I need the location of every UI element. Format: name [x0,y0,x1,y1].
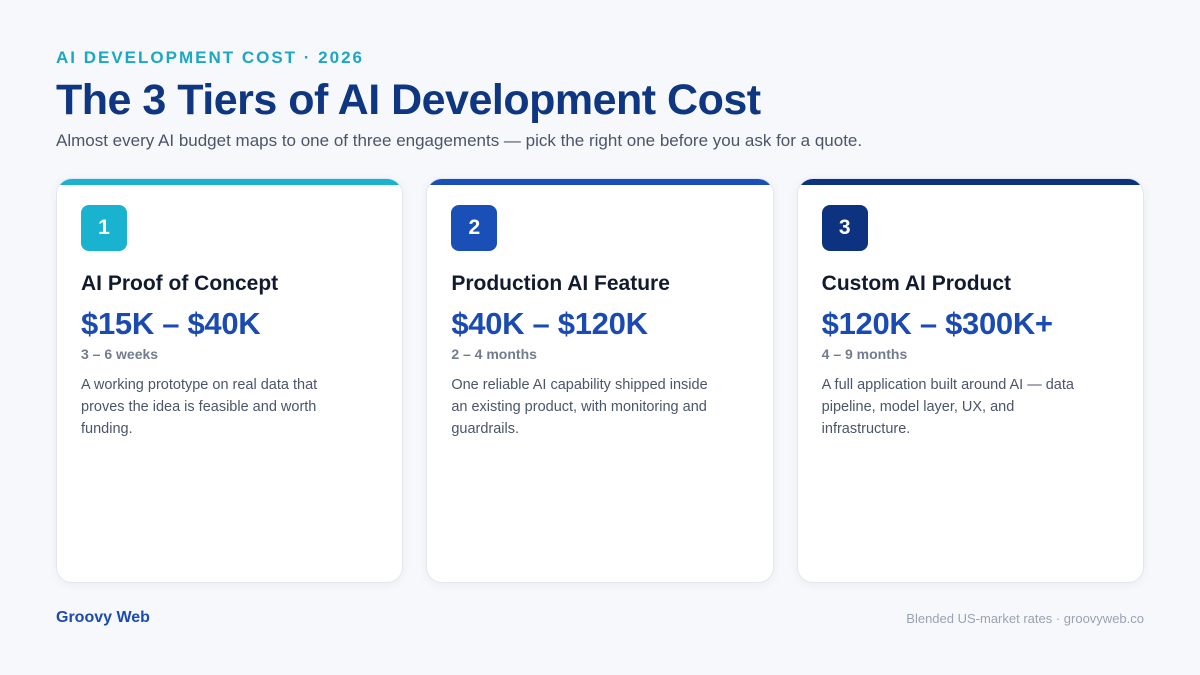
tier-card-production: 2 Production AI Feature $40K – $120K 2 –… [426,178,774,583]
tier-number-badge: 2 [451,205,498,251]
tier-cards: 1 AI Proof of Concept $15K – $40K 3 – 6 … [56,178,1144,583]
tier-description: One reliable AI capability shipped insid… [451,377,708,437]
tier-duration: 3 – 6 weeks [81,346,159,362]
page-subtitle: Almost every AI budget maps to one of th… [56,131,863,150]
brand-logo-text: Groovy Web [56,609,150,626]
tier-accent-bar [57,179,403,185]
tier-accent-bar [427,179,773,185]
footer-note: Blended US-market rates · groovyweb.co [906,611,1144,626]
tier-price: $120K – $300K+ [821,306,1053,341]
tier-card-custom: 3 Custom AI Product $120K – $300K+ 4 – 9… [796,178,1144,583]
tier-accent-bar [797,179,1143,185]
tier-number-badge: 3 [821,205,868,251]
tier-title: Production AI Feature [451,272,670,295]
tier-price: $40K – $120K [451,306,648,341]
page-title: The 3 Tiers of AI Development Cost [56,76,761,124]
tier-duration: 4 – 9 months [821,346,908,362]
tier-duration: 2 – 4 months [451,346,537,362]
tier-card-poc: 1 AI Proof of Concept $15K – $40K 3 – 6 … [56,178,404,583]
eyebrow-label: AI DEVELOPMENT COST · 2026 [56,48,364,67]
tier-price: $15K – $40K [81,306,261,341]
tier-title: Custom AI Product [821,272,1012,295]
tier-description: A working prototype on real data that pr… [81,377,318,437]
tier-number-badge: 1 [81,205,127,251]
tier-title: AI Proof of Concept [81,272,279,295]
tier-description: A full application built around AI — dat… [821,377,1074,437]
